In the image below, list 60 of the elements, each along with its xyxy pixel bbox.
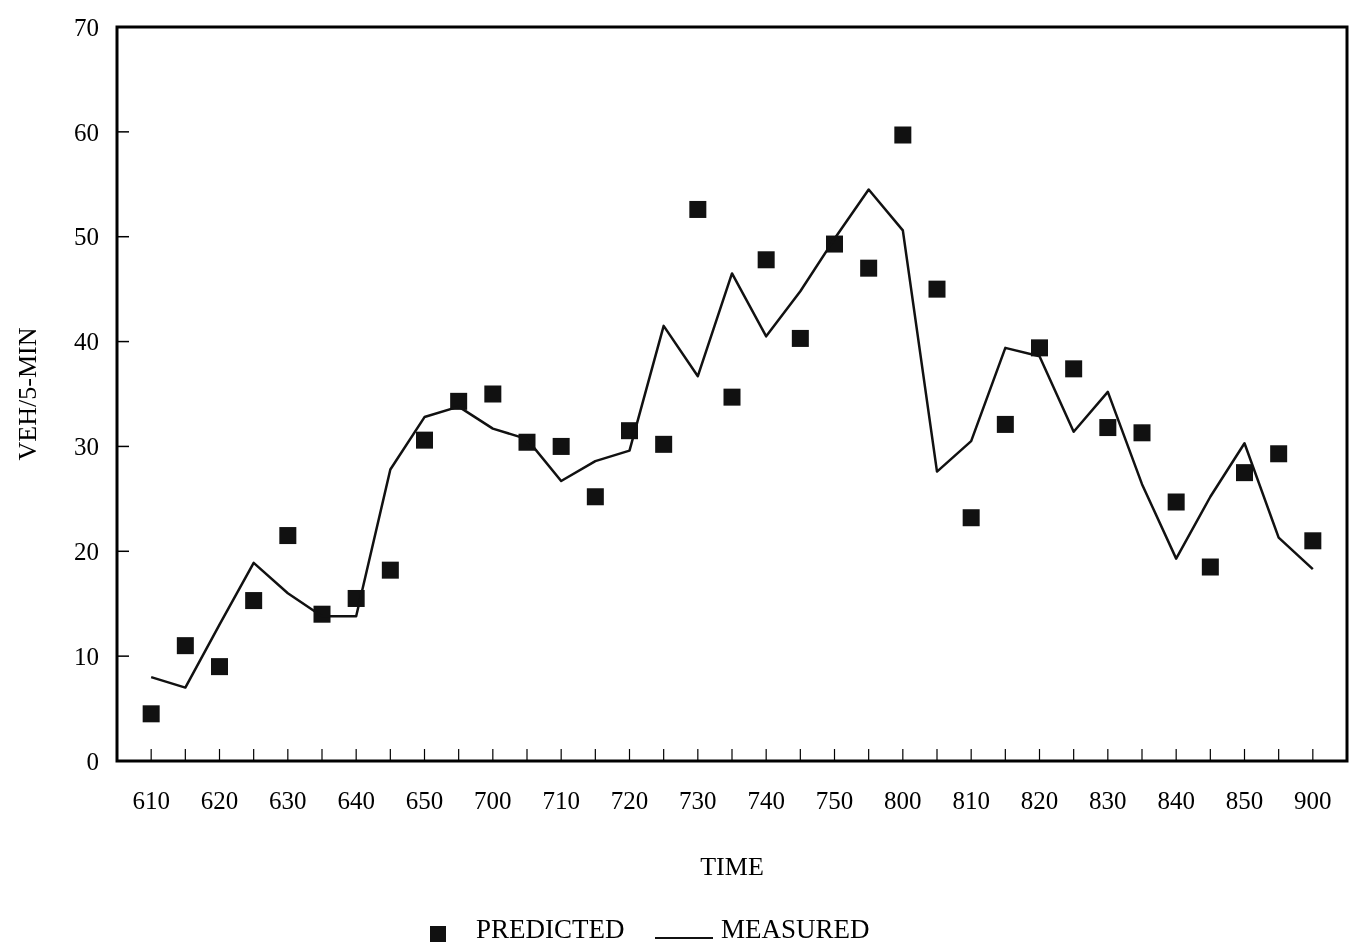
x-tick-label: 730 [679,787,717,814]
y-tick-label: 50 [74,223,99,251]
y-tick-label: 70 [74,13,99,41]
point [176,637,194,655]
point [416,431,433,449]
y-axis-title: VEH/5-MIN [13,327,42,461]
point [1304,532,1322,550]
x-tick-label: 820 [1020,787,1059,814]
point [928,280,946,298]
point [894,126,912,144]
point [211,658,228,676]
point [996,415,1014,433]
x-tick-label: 620 [200,787,239,814]
point [860,259,878,277]
line-series [149,188,1315,689]
legend-label: MEASURED [721,914,870,944]
point [1201,558,1219,576]
point [279,527,297,545]
point [723,388,741,406]
legend-label: PREDICTED [476,914,625,944]
point [552,437,570,455]
point [655,435,673,453]
y-tick-label: 40 [74,328,99,356]
point [1031,339,1048,357]
x-tick-label: 740 [747,787,785,814]
x-tick-label: 700 [474,787,512,814]
x-tick-label: 650 [405,787,444,814]
x-tick-label: 610 [132,787,170,814]
point [1065,360,1083,378]
x-tick-label: 800 [884,787,922,814]
point [791,329,809,347]
point [1133,424,1151,442]
y-tick-label: 30 [74,433,99,461]
point [962,509,980,527]
point [1167,493,1185,511]
y-tick-label: 0 [86,747,99,775]
x-tick-label: 640 [337,787,375,814]
point [381,561,399,579]
x-tick-label: 900 [1294,787,1332,814]
x-tick-label: 720 [610,787,649,814]
point [1099,419,1117,437]
point [757,251,775,269]
point [1270,445,1288,463]
point [245,592,263,610]
y-tick-label: 60 [74,118,99,146]
x-tick-label: 710 [542,787,580,814]
x-tick-label: 840 [1157,787,1195,814]
x-tick-label: 750 [815,787,854,814]
y-tick-label: 10 [74,642,99,670]
x-tick-label: 810 [952,787,990,814]
point [689,200,707,218]
x-tick-label: 630 [269,787,307,814]
point [1236,464,1253,482]
point [484,385,502,403]
x-axis-title: TIME [700,852,764,881]
y-tick-label: 20 [74,538,99,566]
point [142,705,160,723]
x-tick-label: 830 [1089,787,1127,814]
x-tick-label: 850 [1225,787,1264,814]
point [586,488,604,506]
